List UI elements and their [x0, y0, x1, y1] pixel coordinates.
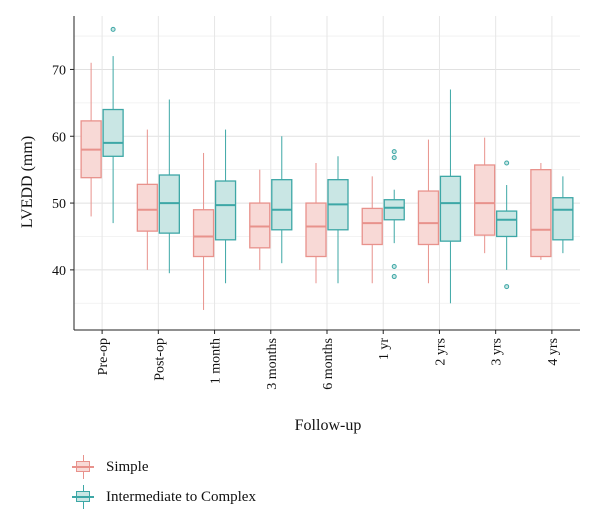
box-iqr: [439, 175, 462, 242]
x-tick-label: 1 month: [209, 338, 224, 384]
box-iqr: [271, 179, 293, 231]
legend-item-simple: Simple: [72, 452, 256, 482]
box-iqr: [102, 108, 124, 157]
box-simple-3: [249, 169, 271, 270]
legend-key-intermediate-to-complex: [72, 482, 98, 512]
legend-label: Simple: [106, 458, 149, 475]
box-iqr: [192, 209, 215, 258]
x-tick-label: 3 months: [265, 338, 280, 390]
box-iqr: [214, 180, 237, 241]
outlier-point: [391, 149, 397, 155]
box-intermediate-to-complex-3: [271, 136, 293, 264]
box-intermediate-to-complex-7: [496, 160, 518, 290]
legend-item-intermediate-to-complex: Intermediate to Complex: [72, 482, 256, 512]
box-iqr: [361, 207, 383, 246]
boxes: [80, 26, 574, 310]
box-simple-0: [80, 62, 102, 217]
box-simple-5: [361, 176, 383, 284]
box-intermediate-to-complex-4: [327, 156, 349, 284]
box-iqr: [136, 183, 158, 232]
box-iqr: [158, 174, 180, 234]
box-iqr: [496, 210, 518, 238]
x-tick-label: Post-op: [152, 338, 167, 381]
box-intermediate-to-complex-0: [102, 26, 124, 224]
box-intermediate-to-complex-8: [552, 176, 574, 254]
x-tick-label: 1 yr: [377, 338, 392, 361]
grid: [74, 16, 580, 330]
outlier-point: [110, 26, 116, 32]
x-tick-label: 4 yrs: [546, 338, 561, 366]
legend-key-simple: [72, 452, 98, 482]
legend-label: Intermediate to Complex: [106, 488, 256, 505]
box-iqr: [383, 199, 405, 221]
box-iqr: [474, 164, 496, 236]
outlier-point: [391, 274, 397, 280]
box-intermediate-to-complex-2: [214, 129, 237, 284]
axes: 40 50 60 70 Pre-op Post-op 1 month 3 months 6 mo…: [52, 16, 580, 390]
x-tick-label: 3 yrs: [490, 338, 505, 366]
outlier-point: [391, 264, 397, 270]
outlier-point: [504, 284, 510, 290]
box-simple-4: [305, 162, 327, 284]
y-tick-label: 60: [52, 130, 66, 145]
box-simple-8: [530, 162, 552, 260]
x-tick-label: 6 months: [321, 338, 336, 390]
outlier-point: [504, 160, 510, 166]
box-iqr: [249, 202, 271, 249]
box-iqr: [552, 197, 574, 241]
box-iqr: [305, 202, 327, 258]
y-tick-label: 40: [52, 264, 66, 279]
outlier-point: [391, 155, 397, 161]
y-tick-label: 50: [52, 197, 66, 212]
box-simple-1: [136, 129, 158, 270]
box-iqr: [530, 169, 552, 258]
box-intermediate-to-complex-5: [383, 149, 405, 280]
x-axis-title: Follow-up: [295, 417, 362, 434]
box-intermediate-to-complex-1: [158, 99, 180, 274]
legend: Simple Intermediate to Complex: [72, 452, 256, 512]
x-tick-label: 2 yrs: [433, 338, 448, 366]
box-iqr: [417, 190, 440, 246]
box-simple-7: [474, 137, 496, 254]
box-simple-6: [417, 139, 440, 284]
x-tick-label: Pre-op: [96, 338, 111, 375]
y-axis-title: LVEDD (mm): [19, 136, 36, 228]
box-simple-2: [192, 152, 215, 310]
box-intermediate-to-complex-6: [439, 89, 462, 304]
y-tick-label: 70: [52, 63, 66, 78]
